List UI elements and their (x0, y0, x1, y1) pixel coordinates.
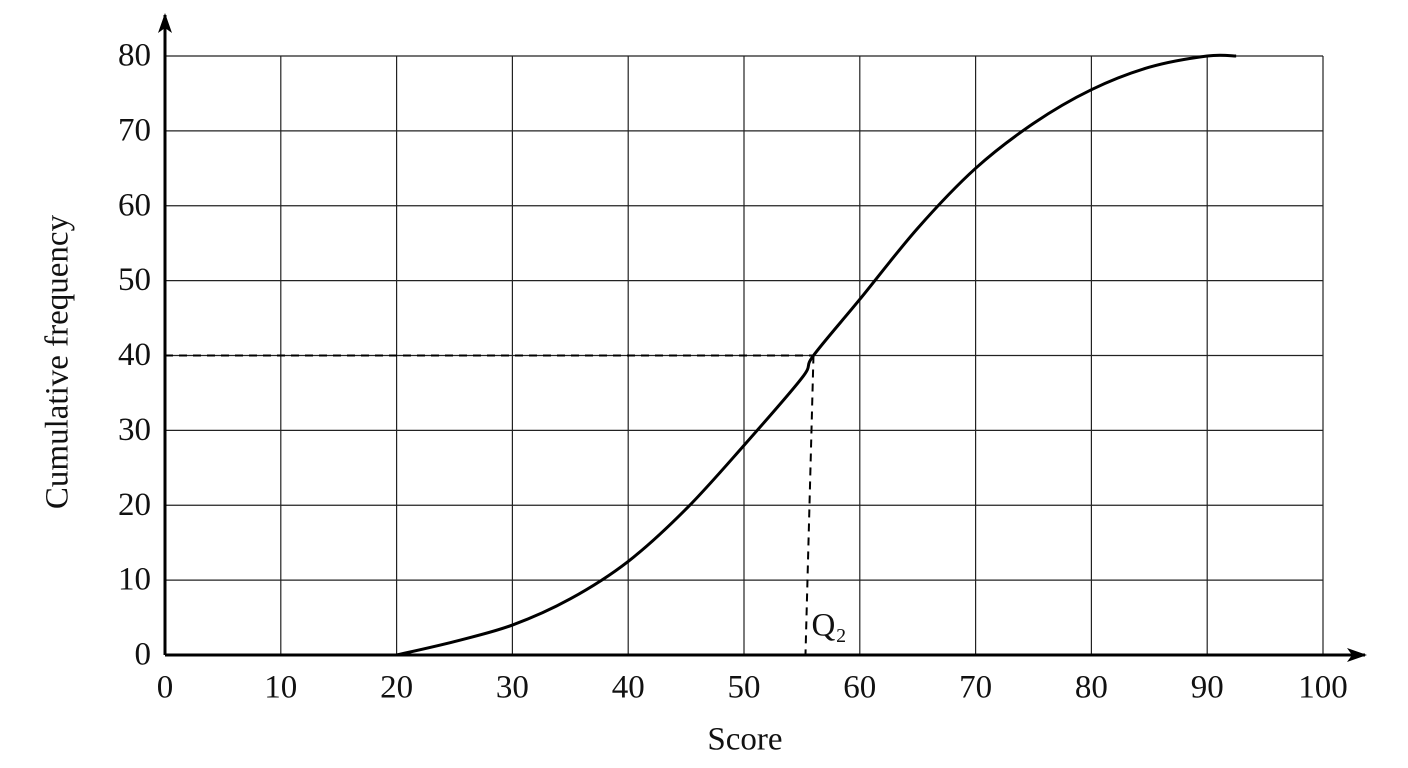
y-tick-label: 0 (135, 637, 152, 673)
y-tick-label: 20 (118, 487, 151, 523)
x-tick-label: 10 (264, 670, 297, 706)
x-tick-label: 100 (1298, 670, 1348, 706)
x-axis-title: Score (707, 722, 782, 758)
y-tick-label: 10 (118, 562, 151, 598)
y-tick-label: 60 (118, 187, 151, 223)
x-tick-label: 70 (959, 670, 992, 706)
cumulative-curve (396, 53, 1237, 657)
annotation: Q₂ (811, 608, 846, 644)
y-tick-label: 40 (118, 337, 151, 373)
x-tick-label: 0 (157, 670, 174, 706)
y-tick-label: 50 (118, 262, 151, 298)
x-tick-label: 20 (380, 670, 413, 706)
x-tick-label: 80 (1075, 670, 1108, 706)
x-tick-label: 50 (728, 670, 761, 706)
y-tick-label: 70 (118, 112, 151, 148)
x-tick-label: 60 (843, 670, 876, 706)
y-tick-label: 80 (118, 38, 151, 74)
median-guide (804, 355, 815, 656)
y-axis-title: Cumulative frequency (40, 214, 76, 509)
y-tick-label: 30 (118, 412, 151, 448)
x-tick-label: 30 (496, 670, 529, 706)
x-tick-label: 40 (612, 670, 645, 706)
x-tick-label: 90 (1191, 670, 1224, 706)
